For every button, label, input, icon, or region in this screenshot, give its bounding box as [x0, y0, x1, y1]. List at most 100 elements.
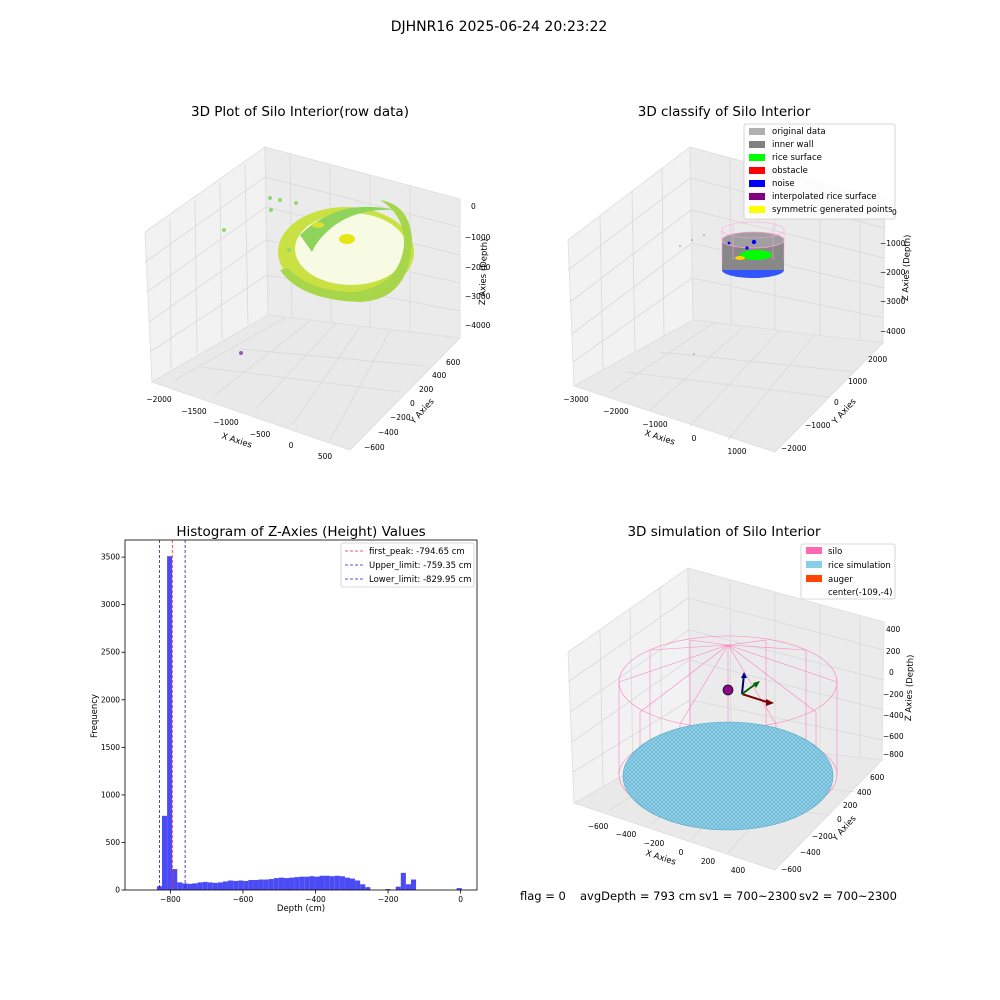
panel2-title: 3D classify of Silo Interior [638, 104, 811, 120]
legend-swatch-auger [806, 575, 822, 582]
histogram-bar [339, 876, 345, 890]
tick: 1000 [848, 377, 867, 386]
histogram-bar [304, 876, 310, 890]
legend-swatch-silo [806, 547, 822, 554]
tick: −600 [364, 443, 385, 452]
tick: −200 [644, 839, 665, 848]
tick: 1000 [727, 447, 746, 456]
tick: 500 [318, 452, 333, 461]
histogram-bar [400, 872, 406, 890]
tick: 2500 [101, 648, 120, 657]
panel-simulation-3d: 3D simulation of Silo Interior [567, 524, 916, 875]
tick: 0 [889, 668, 894, 677]
legend-swatch-original [749, 128, 765, 135]
legend-swatch-symmetric [749, 206, 765, 213]
legend-swatch-rice-simulation [806, 561, 822, 568]
panel1-title: 3D Plot of Silo Interior(row data) [191, 104, 409, 120]
legend-label: first_peak: -794.65 cm [369, 547, 465, 557]
panel2-points [679, 221, 785, 355]
histogram-bar [233, 880, 239, 890]
panel1-zlabel: Z Axies (Depth) [478, 238, 490, 305]
tick: −3000 [563, 395, 589, 404]
tick: −2000 [603, 407, 629, 416]
tick: −1000 [805, 421, 831, 430]
tick: −200 [883, 690, 904, 699]
tick: 0 [692, 434, 697, 443]
tick: 3000 [101, 600, 120, 609]
panel1-y-ticks: −600 −400 −200 0 200 400 600 [364, 358, 461, 452]
status-sv2: sv2 = 700~2300 [799, 889, 897, 903]
histogram-bar [192, 883, 198, 890]
tick: 400 [857, 788, 872, 797]
tick: −1000 [465, 233, 491, 242]
legend-label: center(-109,-4) [828, 588, 892, 598]
histogram-bar [385, 889, 391, 890]
tick: −1000 [213, 418, 239, 427]
tick: −1000 [880, 239, 906, 248]
legend-swatch-interpolated [749, 193, 765, 200]
status-avg-depth: avgDepth = 793 cm [580, 889, 696, 903]
panel4-z-ticks: 400 200 0 −200 −400 −600 −800 [883, 625, 904, 759]
histogram-bar [162, 815, 168, 890]
histogram-bar [349, 878, 356, 890]
tick: 200 [886, 647, 901, 656]
histogram-plot-frame [124, 539, 478, 891]
histogram-ylabel: Frequency [90, 694, 100, 738]
tick: 600 [870, 773, 885, 782]
tick: 400 [731, 866, 746, 875]
tick: −2000 [146, 395, 172, 404]
tick: −800 [160, 895, 181, 904]
histogram-bar [238, 880, 244, 890]
histogram-bar [243, 880, 249, 890]
legend-label: rice simulation [828, 561, 891, 571]
panel-histogram: Histogram of Z-Axies (Height) Values −80… [90, 524, 478, 914]
histogram-bar [197, 882, 203, 890]
histogram-bar [365, 887, 371, 890]
legend-swatch-obstacle [749, 167, 765, 174]
panel4-auger [722, 672, 774, 706]
tick: 200 [843, 801, 858, 810]
panel4-x-ticks: −600 −400 −200 0 200 400 [588, 822, 746, 875]
tick: 0 [834, 398, 839, 407]
figure-suptitle: DJHNR16 2025-06-24 20:23:22 [391, 19, 608, 35]
tick: −400 [616, 830, 637, 839]
legend-label: interpolated rice surface [772, 192, 877, 202]
auger-marker [722, 684, 734, 696]
histogram-bar [309, 876, 315, 890]
tick: −3000 [880, 297, 906, 306]
tick: −600 [233, 895, 254, 904]
legend-label: auger [828, 575, 853, 585]
legend-label: inner wall [772, 140, 813, 150]
tick: 0 [289, 441, 294, 450]
histogram-bar [248, 880, 254, 890]
legend-label: Upper_limit: -759.35 cm [369, 561, 472, 571]
tick: 400 [432, 371, 447, 380]
panel2-zlabel: Z Axies (Depth) [901, 234, 913, 301]
legend-swatch-noise [749, 180, 765, 187]
histogram-x-ticks: −800 −600 −400 −200 0 [160, 890, 463, 904]
panel-classify-3d: 3D classify of Silo Interior [563, 104, 913, 456]
tick: 1500 [101, 743, 120, 752]
tick: 0 [410, 399, 415, 408]
status-line: flag = 0 avgDepth = 793 cm sv1 = 700~230… [520, 889, 897, 903]
legend-label: Lower_limit: -829.95 cm [369, 575, 471, 585]
tick: 200 [701, 857, 716, 866]
legend-label: obstacle [772, 166, 808, 176]
tick: −800 [883, 750, 904, 759]
panel3-title: Histogram of Z-Axies (Height) Values [176, 524, 425, 540]
panel2-z-ticks: 0 −1000 −2000 −3000 −4000 [880, 208, 906, 336]
tick: −200 [390, 413, 411, 422]
tick: 3500 [101, 553, 120, 562]
tick: −400 [305, 895, 326, 904]
panel4-rice-simulation [622, 721, 834, 831]
legend-label: silo [828, 547, 842, 557]
panel1-points [222, 196, 414, 355]
panel4-zlabel: Z Axies (Depth) [904, 654, 916, 721]
panel4-y-ticks: −600 −400 −200 0 200 400 600 [781, 773, 885, 874]
histogram-bar [299, 876, 305, 890]
legend-label: noise [772, 179, 795, 189]
histogram-bar [344, 877, 350, 890]
histogram-legend: first_peak: -794.65 cm Upper_limit: -759… [340, 542, 475, 588]
panel2-x-ticks: −3000 −2000 −1000 0 1000 [563, 395, 746, 456]
